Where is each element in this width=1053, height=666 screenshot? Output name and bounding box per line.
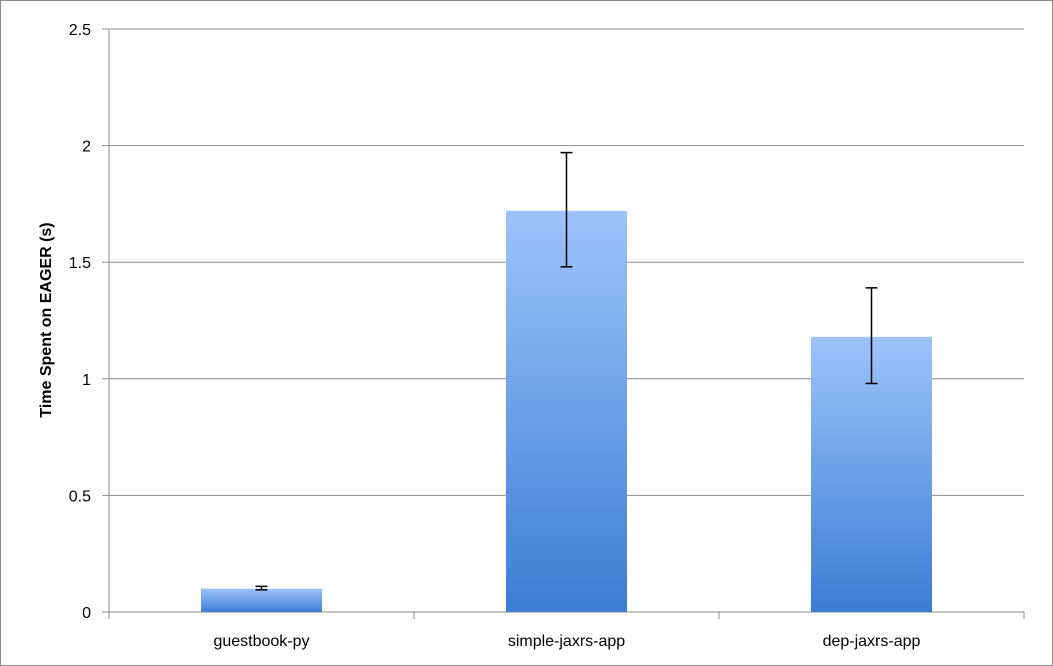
y-tick-label: 1.5 (69, 255, 91, 272)
y-axis-title: Time Spent on EAGER (s) (38, 222, 55, 417)
bar-guestbook-py (201, 588, 322, 612)
bars (201, 210, 932, 612)
x-tick-label: guestbook-py (213, 633, 309, 650)
tick-labels: 0 0.5 1 1.5 2 2.5 guestbook-py simple-jaxrs-app… (69, 22, 921, 650)
error-bars (255, 151, 878, 591)
y-tick-label: 1 (82, 372, 91, 389)
x-tick-label: simple-jaxrs-app (508, 633, 625, 650)
y-tick-label: 2.5 (69, 22, 91, 39)
y-tick-label: 0 (82, 605, 91, 622)
x-tick-label: dep-jaxrs-app (823, 633, 921, 650)
bar-simple-jaxrs-app (506, 210, 627, 612)
y-tick-label: 2 (82, 139, 91, 156)
y-tick-label: 0.5 (69, 488, 91, 505)
